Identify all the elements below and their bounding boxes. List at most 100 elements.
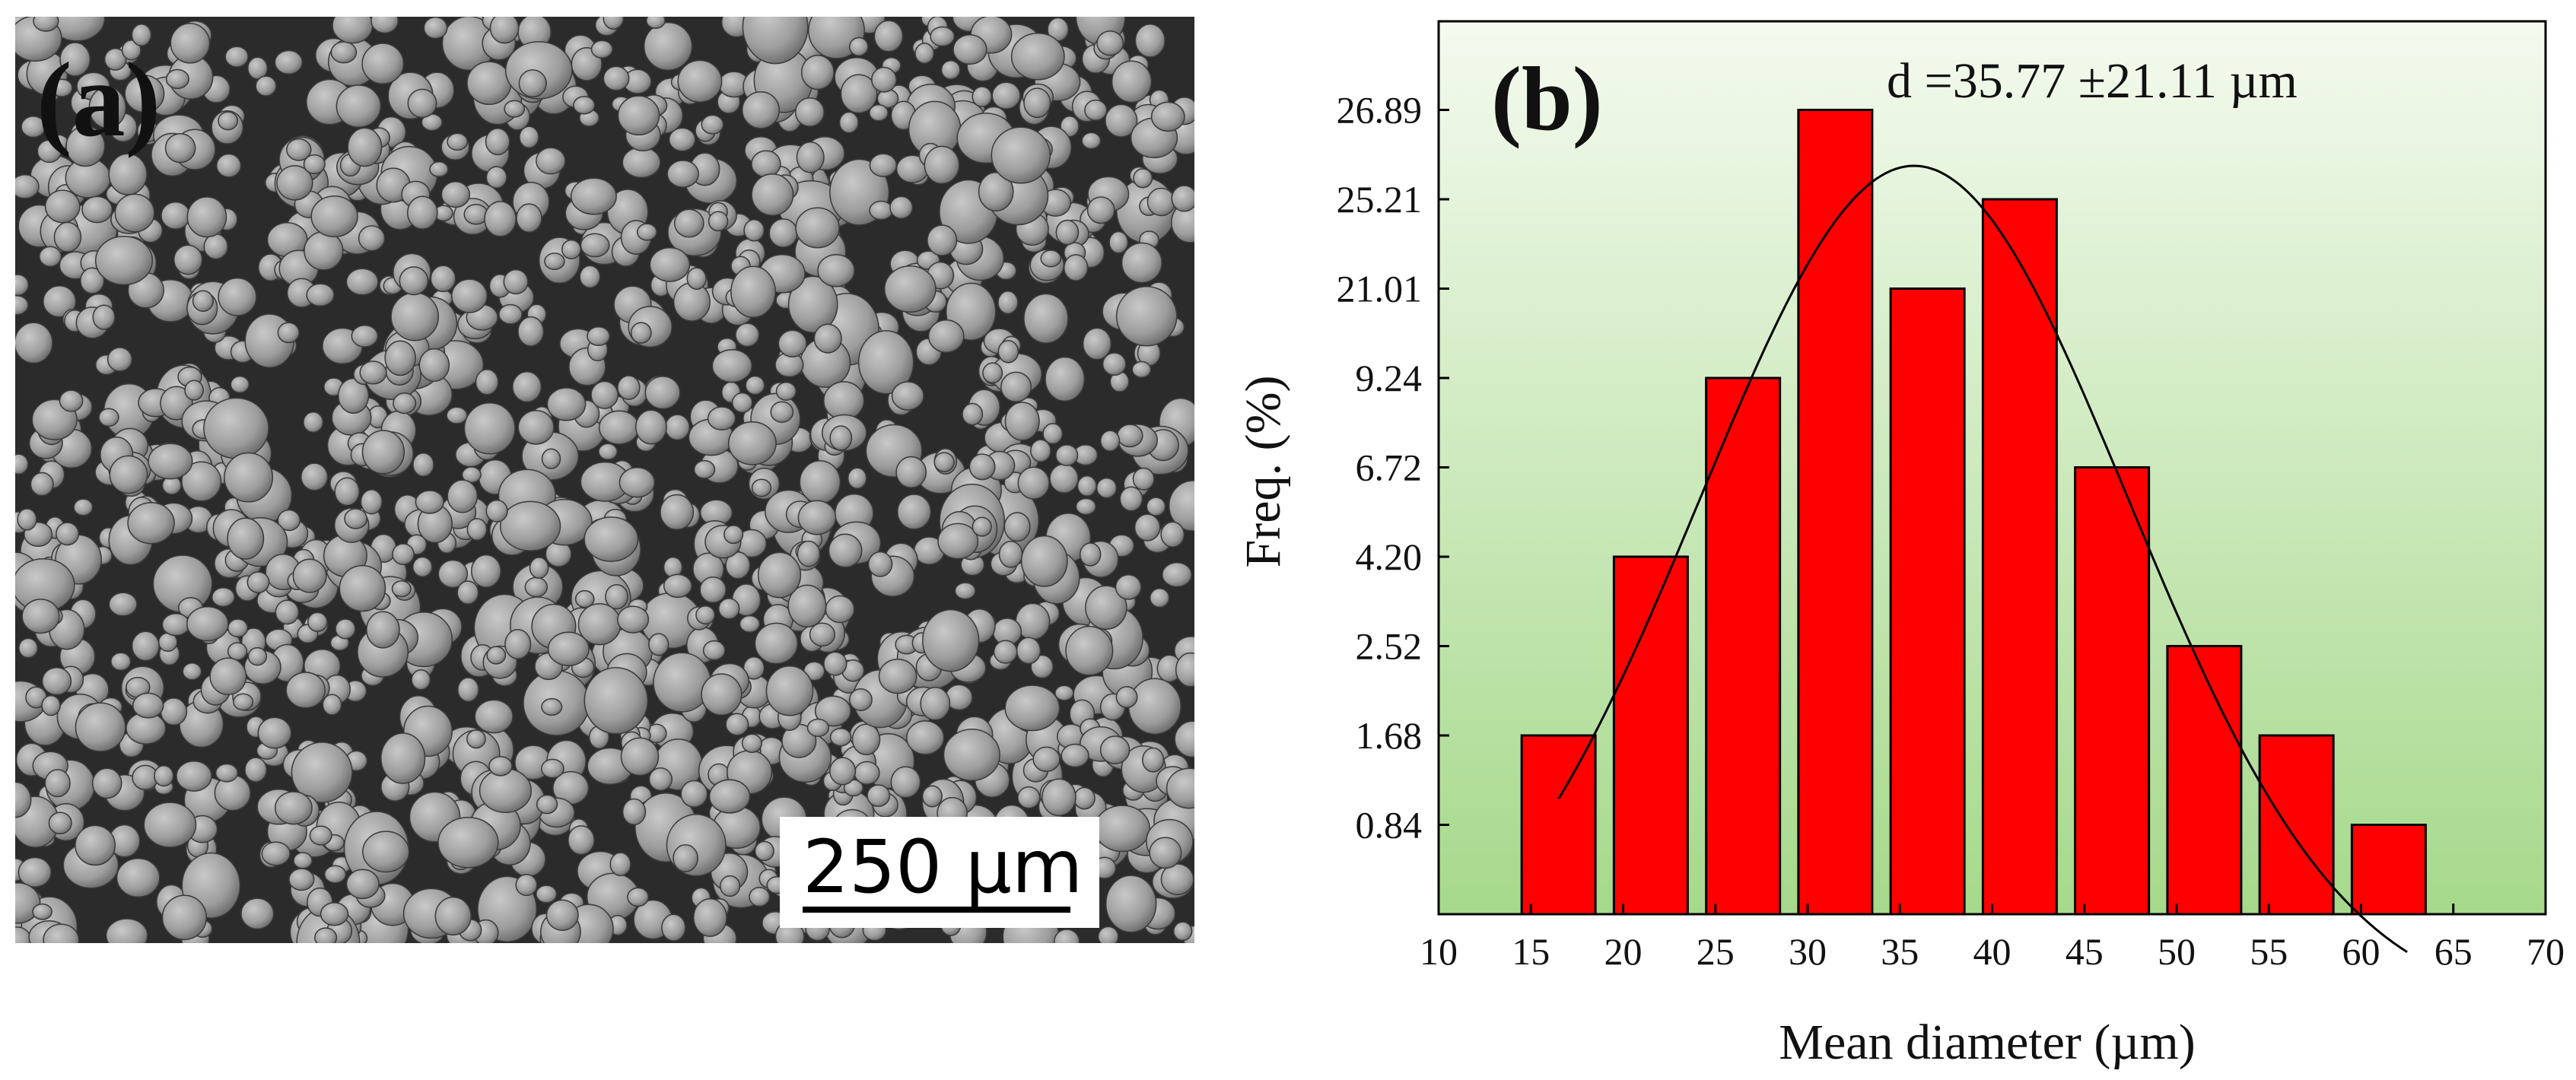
powder-particle <box>110 652 132 672</box>
powder-particle <box>1119 486 1143 512</box>
powder-particle <box>17 508 37 531</box>
powder-particle <box>617 375 641 400</box>
powder-particle <box>1082 327 1112 361</box>
powder-particle <box>727 421 777 465</box>
powder-particle <box>889 195 914 219</box>
y-tick-label: 21.01 <box>1337 268 1423 310</box>
powder-particle <box>131 631 160 662</box>
x-tick-label: 55 <box>2250 930 2288 973</box>
powder-particle <box>109 455 148 494</box>
powder-particle <box>536 147 566 175</box>
powder-particle <box>1174 720 1194 758</box>
normal-fit-curve <box>1557 164 2408 954</box>
powder-particle <box>1065 625 1114 676</box>
powder-particle <box>203 397 269 459</box>
histogram-bar <box>2166 645 2243 916</box>
powder-particle <box>310 195 358 237</box>
powder-particle <box>677 59 723 103</box>
powder-particle <box>164 133 196 164</box>
powder-particle <box>1105 103 1138 138</box>
powder-particle <box>579 265 601 289</box>
powder-particle <box>701 673 743 716</box>
powder-particle <box>1099 430 1121 452</box>
powder-particle <box>1172 921 1193 942</box>
powder-particle <box>544 253 565 271</box>
powder-particle <box>1017 466 1050 500</box>
powder-particle <box>75 824 116 866</box>
powder-particle <box>699 576 727 604</box>
y-tick-label: 25.21 <box>1337 178 1423 221</box>
powder-particle <box>108 153 148 195</box>
powder-particle <box>997 340 1019 364</box>
powder-particle <box>360 489 383 515</box>
powder-particle <box>466 518 488 541</box>
powder-particle <box>598 410 640 445</box>
powder-particle <box>418 348 450 383</box>
powder-particle <box>609 852 631 877</box>
powder-particle <box>914 43 935 65</box>
powder-particle <box>94 236 154 286</box>
powder-particle <box>954 582 976 600</box>
powder-particle <box>536 794 558 815</box>
powder-particle <box>15 173 40 199</box>
powder-particle <box>336 84 382 128</box>
powder-particle <box>301 462 329 491</box>
powder-particle <box>1105 875 1157 933</box>
powder-particle <box>630 322 652 344</box>
powder-particle <box>800 54 835 91</box>
powder-particle <box>644 376 681 410</box>
powder-particle <box>570 177 617 215</box>
powder-particle <box>392 543 415 565</box>
powder-particle <box>806 718 830 738</box>
powder-particle <box>154 764 174 787</box>
powder-particle <box>337 377 370 414</box>
powder-particle <box>663 573 692 599</box>
powder-particle <box>937 523 979 560</box>
powder-particle <box>447 132 469 151</box>
powder-particle <box>320 902 349 926</box>
powder-particle <box>840 74 878 114</box>
powder-particle <box>749 886 771 907</box>
powder-particle <box>943 729 1000 781</box>
powder-particle <box>680 780 708 808</box>
powder-particle <box>307 611 328 632</box>
powder-particle <box>809 622 836 647</box>
powder-particle <box>170 23 211 64</box>
powder-particle <box>59 389 84 412</box>
powder-particle <box>15 781 32 818</box>
powder-particle <box>362 831 410 873</box>
powder-particle <box>649 246 691 282</box>
powder-particle <box>541 697 563 716</box>
powder-particle <box>227 618 249 638</box>
powder-particle <box>735 322 760 348</box>
powder-particle <box>1079 542 1102 567</box>
powder-particle <box>742 17 809 65</box>
powder-particle <box>869 103 889 122</box>
powder-particle <box>1055 444 1079 466</box>
powder-particle <box>344 508 368 529</box>
powder-particle <box>65 125 106 167</box>
powder-particle <box>617 95 660 136</box>
powder-particle <box>622 146 661 179</box>
powder-particle <box>518 69 547 98</box>
powder-particle <box>1115 686 1138 709</box>
powder-particle <box>15 274 30 296</box>
powder-particle <box>930 26 956 47</box>
powder-particle <box>486 646 507 665</box>
powder-particle <box>447 479 479 513</box>
powder-particle <box>692 897 727 937</box>
x-tick-label: 20 <box>1604 930 1643 973</box>
powder-particle <box>286 138 312 161</box>
powder-particle <box>605 583 628 610</box>
powder-particle <box>304 230 344 271</box>
powder-particle <box>366 611 400 649</box>
powder-particle <box>751 150 781 178</box>
powder-particle <box>952 34 987 65</box>
powder-particle <box>489 17 520 44</box>
powder-particle <box>673 208 704 238</box>
powder-particle <box>1040 249 1062 268</box>
powder-particle <box>411 669 431 691</box>
powder-particle <box>693 459 716 479</box>
powder-particle <box>848 688 873 712</box>
powder-particle <box>309 825 332 846</box>
